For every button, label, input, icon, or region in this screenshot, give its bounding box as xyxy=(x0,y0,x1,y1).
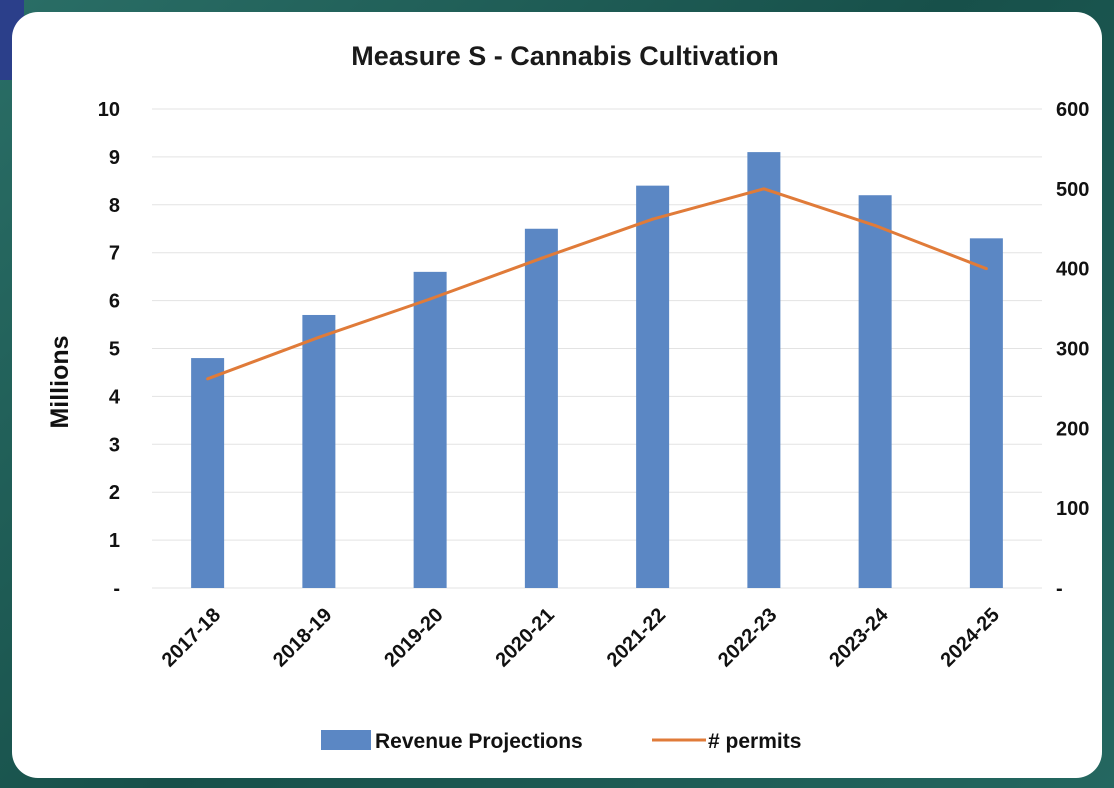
x-tick-label: 2019-20 xyxy=(380,604,447,671)
y-tick-label: 4 xyxy=(109,386,121,408)
y2-tick-label: 500 xyxy=(1056,179,1089,201)
y2-axis-ticks: - 100 200 300 400 500 600 xyxy=(1056,99,1089,600)
y-axis-ticks: - 1 2 3 4 5 6 7 8 9 10 xyxy=(98,99,121,600)
y2-tick-label: 600 xyxy=(1056,99,1089,121)
x-tick-label: 2022-23 xyxy=(714,604,781,671)
y2-tick-label: - xyxy=(1056,578,1063,600)
bar xyxy=(747,152,781,589)
line-point xyxy=(317,335,321,339)
line-point xyxy=(428,297,432,301)
legend-label-permits: # permits xyxy=(708,730,801,753)
x-tick-label: 2023-24 xyxy=(825,603,893,671)
y-axis-label: Millions xyxy=(46,335,74,428)
y-tick-label: 1 xyxy=(109,530,120,552)
x-tick-label: 2017-18 xyxy=(158,604,225,671)
legend: Revenue Projections # permits xyxy=(321,730,801,753)
bar xyxy=(524,228,558,588)
y-tick-label: 2 xyxy=(109,482,120,504)
y2-tick-label: 100 xyxy=(1056,498,1089,520)
bar xyxy=(858,195,892,588)
y-tick-label: 9 xyxy=(109,147,120,169)
line-point xyxy=(651,217,655,221)
bar xyxy=(413,271,447,588)
y2-tick-label: 200 xyxy=(1056,418,1089,440)
x-tick-label: 2018-19 xyxy=(269,604,336,671)
line-point xyxy=(984,267,988,271)
bar-series xyxy=(191,152,1003,589)
y2-tick-label: 400 xyxy=(1056,259,1089,281)
line-point xyxy=(762,187,766,191)
y-tick-label: 6 xyxy=(109,291,120,313)
y2-tick-label: 300 xyxy=(1056,339,1089,361)
permits-line xyxy=(207,187,987,381)
line-point xyxy=(206,377,210,381)
y-tick-label: - xyxy=(113,578,120,600)
x-tick-label: 2024-25 xyxy=(936,604,1003,671)
x-tick-label: 2021-22 xyxy=(603,604,670,671)
chart-svg: Measure S - Cannabis Cultivation Million… xyxy=(46,41,1089,753)
line-point xyxy=(873,224,877,228)
legend-swatch-revenue xyxy=(321,730,371,750)
x-tick-label: 2020-21 xyxy=(491,604,558,671)
bar xyxy=(191,358,225,588)
line-point xyxy=(539,256,543,260)
bar xyxy=(302,314,336,588)
bar xyxy=(636,185,670,588)
chart-title: Measure S - Cannabis Cultivation xyxy=(351,41,779,71)
y-tick-label: 7 xyxy=(109,243,120,265)
y-tick-label: 8 xyxy=(109,195,120,217)
bar xyxy=(969,238,1003,588)
y-tick-label: 10 xyxy=(98,99,120,121)
y-tick-label: 3 xyxy=(109,434,120,456)
line-series xyxy=(206,187,988,381)
gridlines xyxy=(152,108,1042,589)
legend-label-revenue: Revenue Projections xyxy=(375,730,583,753)
chart-card: Measure S - Cannabis Cultivation Million… xyxy=(12,12,1102,778)
x-axis-ticks: 2017-18 2018-19 2019-20 2020-21 2021-22 2022-… xyxy=(158,603,1004,671)
y-tick-label: 5 xyxy=(109,339,120,361)
